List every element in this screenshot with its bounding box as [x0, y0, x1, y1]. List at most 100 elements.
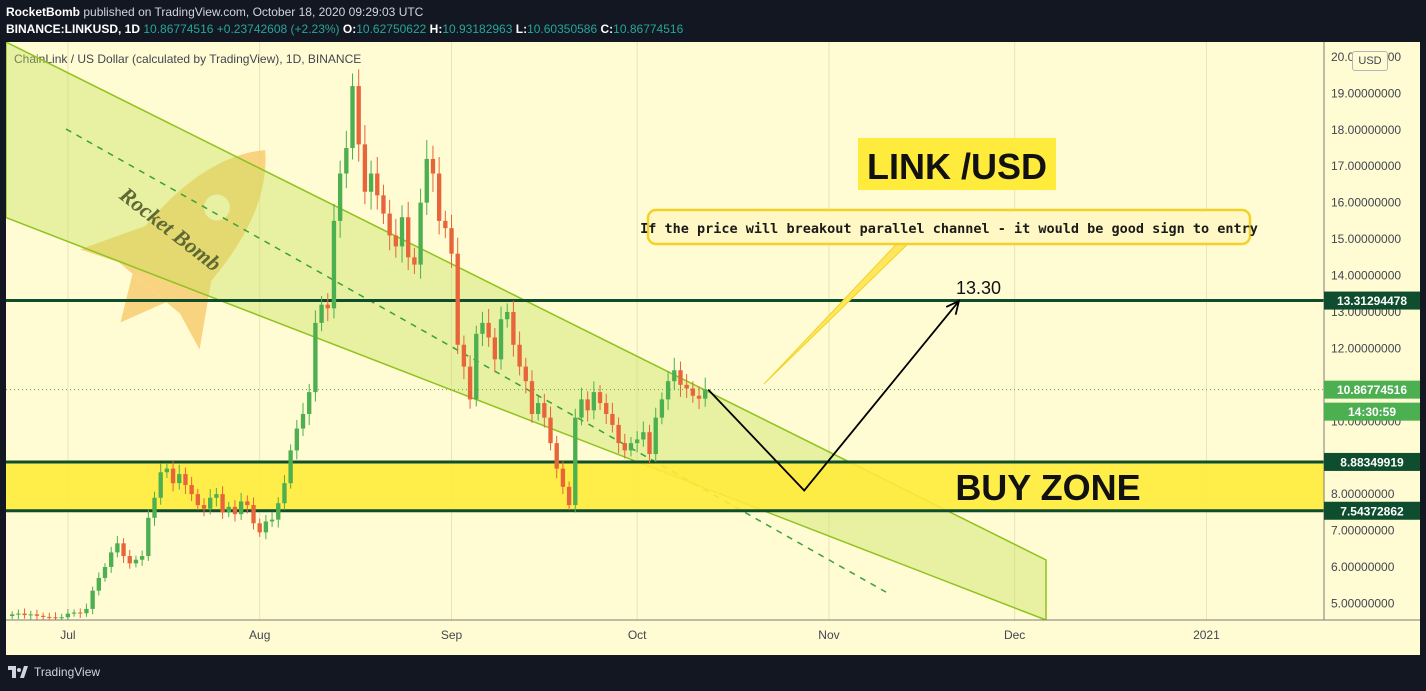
- candle-body[interactable]: [183, 474, 188, 486]
- candle-body[interactable]: [307, 392, 312, 414]
- candle-body[interactable]: [177, 474, 182, 484]
- candle-body[interactable]: [412, 257, 417, 265]
- candle-body[interactable]: [115, 543, 120, 553]
- candle-body[interactable]: [449, 228, 454, 254]
- candle-body[interactable]: [566, 486, 572, 506]
- candle-body[interactable]: [362, 144, 368, 192]
- candle-body[interactable]: [146, 517, 151, 557]
- candle-body[interactable]: [34, 614, 40, 616]
- tradingview-logo[interactable]: TradingView: [8, 665, 100, 679]
- candle-body[interactable]: [579, 399, 584, 418]
- candle-body[interactable]: [622, 443, 627, 451]
- candle-body[interactable]: [387, 213, 392, 236]
- price-axis[interactable]: 5.00000000 6.00000000 7.00000000 8.00000000…: [1331, 50, 1401, 610]
- candle-body[interactable]: [604, 403, 609, 414]
- candle-body[interactable]: [634, 439, 640, 444]
- candle-body[interactable]: [170, 468, 176, 484]
- candle-body[interactable]: [331, 220, 337, 309]
- candle-body[interactable]: [368, 173, 374, 192]
- candle-body[interactable]: [40, 615, 46, 617]
- candle-body[interactable]: [418, 202, 423, 265]
- candle-body[interactable]: [436, 173, 442, 221]
- publisher-name[interactable]: RocketBomb: [6, 5, 81, 19]
- candle-body[interactable]: [127, 556, 132, 564]
- candle-body[interactable]: [71, 612, 77, 614]
- candle-body[interactable]: [406, 217, 411, 258]
- candle-body[interactable]: [696, 395, 702, 399]
- candle-body[interactable]: [344, 148, 349, 174]
- candle-body[interactable]: [356, 86, 361, 145]
- candle-body[interactable]: [467, 366, 473, 400]
- candle-body[interactable]: [684, 384, 689, 389]
- candle-body[interactable]: [269, 519, 275, 522]
- candle-body[interactable]: [659, 399, 665, 418]
- candle-body[interactable]: [672, 370, 677, 382]
- candle-body[interactable]: [641, 432, 646, 440]
- candle-body[interactable]: [139, 556, 145, 560]
- candle-body[interactable]: [529, 381, 535, 414]
- candle-body[interactable]: [133, 559, 139, 564]
- candle-body[interactable]: [325, 304, 330, 309]
- candle-body[interactable]: [703, 389, 708, 399]
- candle-body[interactable]: [319, 304, 324, 323]
- candle-body[interactable]: [554, 443, 559, 469]
- candle-body[interactable]: [276, 503, 281, 520]
- candle-body[interactable]: [121, 543, 126, 557]
- candle-body[interactable]: [628, 443, 634, 451]
- candle-body[interactable]: [189, 485, 194, 495]
- candle-body[interactable]: [498, 319, 504, 360]
- candle-body[interactable]: [653, 417, 658, 455]
- candle-body[interactable]: [10, 614, 15, 617]
- candle-body[interactable]: [337, 173, 343, 221]
- title-label-box[interactable]: [858, 138, 1056, 190]
- candle-body[interactable]: [102, 566, 108, 578]
- candle-body[interactable]: [505, 311, 510, 320]
- candle-body[interactable]: [573, 417, 578, 506]
- candle-body[interactable]: [238, 501, 244, 515]
- candle-body[interactable]: [294, 428, 299, 451]
- candle-body[interactable]: [350, 86, 355, 149]
- candle-body[interactable]: [678, 370, 683, 385]
- candle-body[interactable]: [214, 494, 219, 498]
- candle-body[interactable]: [300, 413, 306, 429]
- candle-body[interactable]: [616, 424, 621, 444]
- candle-body[interactable]: [220, 494, 225, 513]
- candle-body[interactable]: [282, 483, 287, 504]
- candle-body[interactable]: [208, 497, 213, 509]
- candle-body[interactable]: [47, 616, 52, 618]
- time-axis[interactable]: Jul Aug Sep Oct Nov Dec 2021: [60, 628, 1220, 642]
- candle-body[interactable]: [158, 472, 163, 498]
- buy-zone-band[interactable]: [6, 461, 1324, 511]
- candle-body[interactable]: [647, 432, 652, 455]
- candle-body[interactable]: [152, 497, 157, 518]
- candle-body[interactable]: [430, 158, 436, 174]
- candle-body[interactable]: [548, 417, 553, 444]
- candle-body[interactable]: [474, 333, 479, 400]
- candle-body[interactable]: [597, 392, 603, 404]
- candle-body[interactable]: [59, 617, 64, 619]
- candle-body[interactable]: [461, 344, 467, 367]
- candle-body[interactable]: [65, 613, 71, 618]
- candle-body[interactable]: [22, 613, 27, 616]
- candle-body[interactable]: [251, 505, 256, 524]
- candle-body[interactable]: [164, 468, 170, 473]
- candle-body[interactable]: [96, 577, 101, 591]
- candle-body[interactable]: [486, 322, 491, 338]
- candle-body[interactable]: [288, 450, 293, 484]
- candle-body[interactable]: [591, 392, 597, 411]
- candle-body[interactable]: [399, 217, 405, 247]
- candle-body[interactable]: [424, 158, 429, 203]
- currency-badge[interactable]: USD: [1352, 51, 1388, 71]
- candle-body[interactable]: [226, 506, 231, 513]
- projection-arrow[interactable]: [707, 300, 960, 492]
- candle-body[interactable]: [535, 403, 541, 414]
- candle-body[interactable]: [245, 501, 250, 506]
- candle-body[interactable]: [28, 614, 33, 616]
- candle-body[interactable]: [610, 413, 615, 425]
- callout-box[interactable]: [646, 208, 1252, 246]
- candle-body[interactable]: [393, 235, 398, 247]
- candle-body[interactable]: [109, 552, 114, 567]
- candle-body[interactable]: [381, 195, 386, 214]
- candle-body[interactable]: [517, 344, 522, 367]
- candle-body[interactable]: [195, 494, 200, 506]
